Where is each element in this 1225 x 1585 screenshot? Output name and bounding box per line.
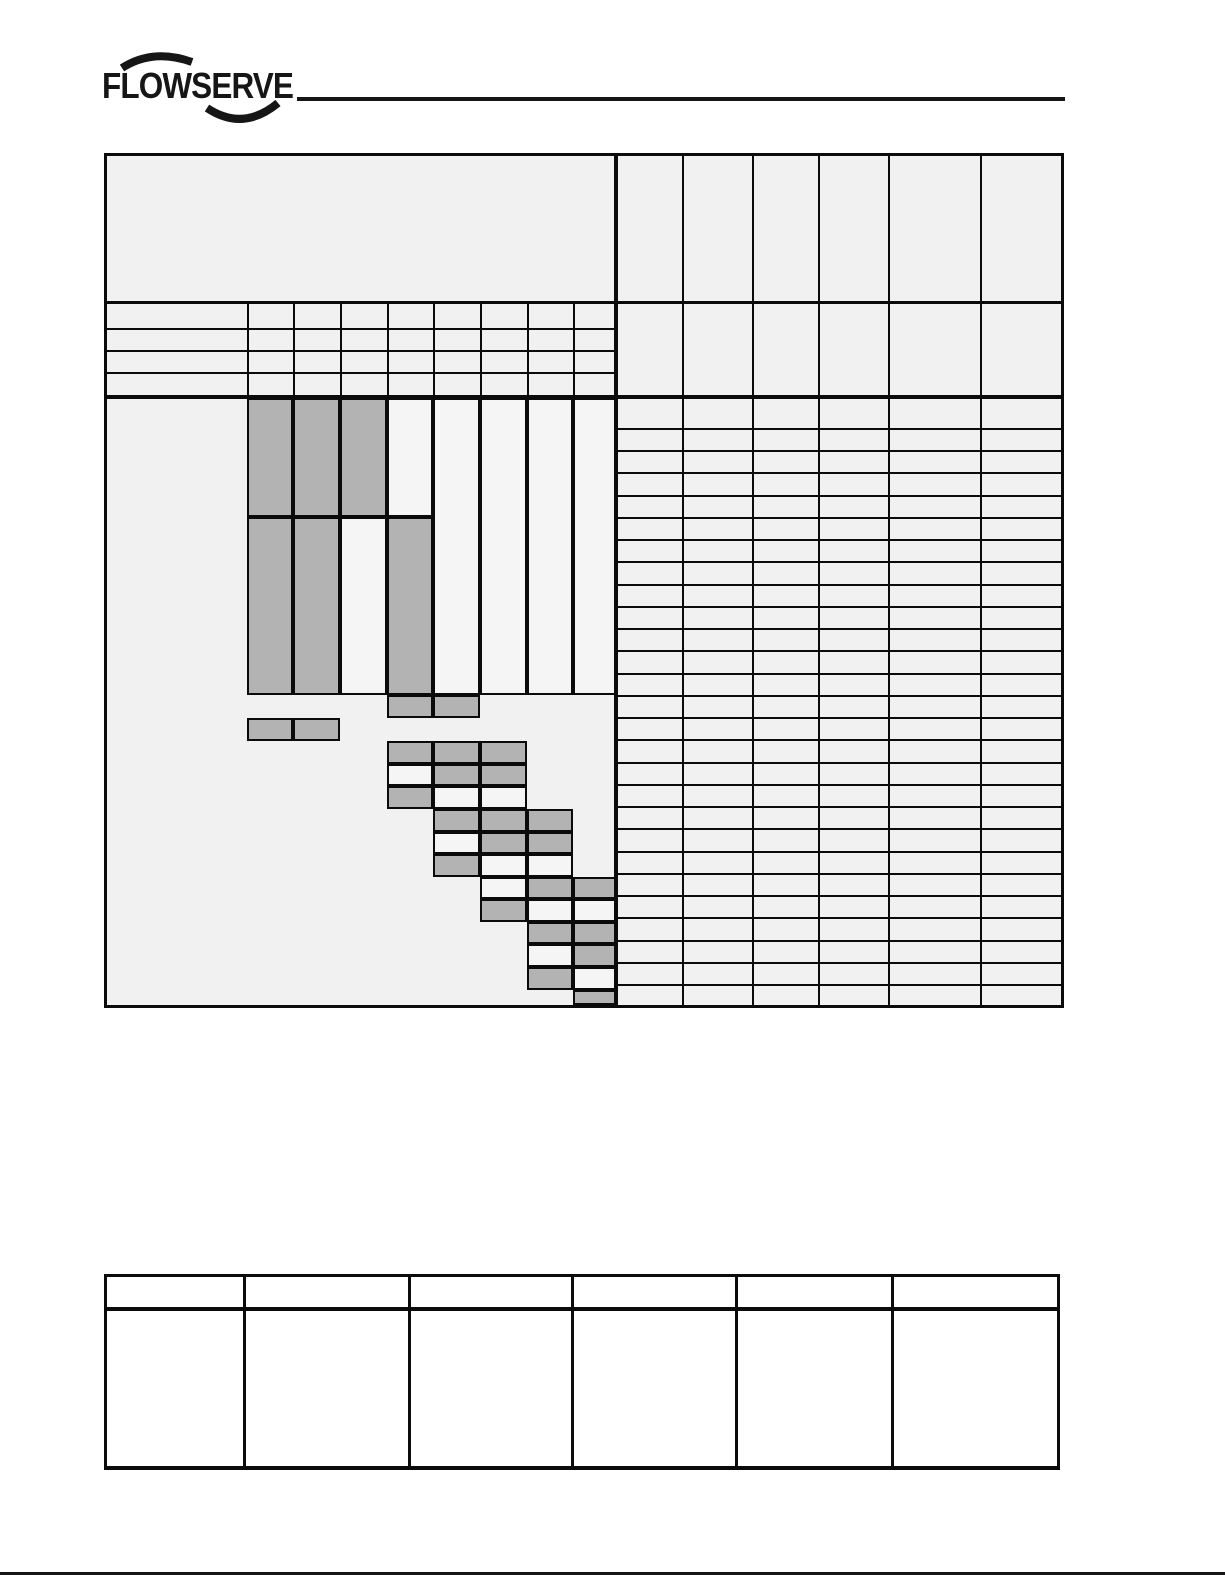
body-row-line bbox=[614, 628, 1061, 630]
shaded-cell bbox=[527, 832, 573, 854]
page-footer-rule bbox=[0, 1572, 1225, 1575]
body-row-line bbox=[614, 851, 1061, 853]
shaded-cell bbox=[480, 832, 527, 854]
unshaded-cell bbox=[480, 877, 527, 899]
right-column-line bbox=[818, 156, 820, 1005]
shaded-cell bbox=[433, 809, 480, 832]
body-row-line bbox=[614, 561, 1061, 563]
flowserve-logo: FLOWSERVE bbox=[102, 52, 294, 123]
body-row-line bbox=[614, 984, 1061, 986]
body-row-line bbox=[614, 806, 1061, 808]
unshaded-cell bbox=[433, 832, 480, 854]
body-row-line bbox=[614, 717, 1061, 719]
shaded-cell bbox=[387, 517, 433, 695]
unshaded-cell bbox=[387, 764, 433, 786]
shaded-cell bbox=[340, 398, 387, 517]
body-row-line bbox=[614, 517, 1061, 519]
body-row-line bbox=[614, 495, 1061, 497]
shaded-cell bbox=[433, 764, 480, 786]
selection-table bbox=[104, 153, 1064, 1008]
bottom-table-column-line bbox=[571, 1277, 574, 1466]
logo-lower-swoosh bbox=[204, 99, 281, 123]
shaded-cell bbox=[387, 741, 433, 764]
shaded-cell bbox=[433, 741, 480, 764]
body-row-line bbox=[614, 472, 1061, 474]
body-row-line bbox=[614, 650, 1061, 652]
bottom-table-column-line bbox=[243, 1277, 246, 1466]
shaded-cell bbox=[573, 922, 616, 944]
body-row-line bbox=[614, 673, 1061, 675]
unshaded-cell bbox=[340, 517, 387, 695]
bottom-table-column-line bbox=[891, 1277, 894, 1466]
body-row-line bbox=[614, 450, 1061, 452]
shaded-cell bbox=[527, 877, 573, 899]
unshaded-cell bbox=[433, 398, 480, 695]
logo-upper-swoosh bbox=[119, 52, 194, 72]
shaded-cell bbox=[527, 967, 573, 990]
body-row-line bbox=[614, 828, 1061, 830]
unshaded-cell bbox=[480, 786, 527, 809]
body-divider-line bbox=[107, 395, 1061, 399]
body-row-line bbox=[614, 584, 1061, 586]
shaded-cell bbox=[293, 718, 340, 741]
subheader-row-line bbox=[107, 350, 618, 352]
shaded-cell bbox=[247, 718, 293, 741]
subheader-row-line bbox=[107, 328, 618, 330]
body-row-line bbox=[614, 940, 1061, 942]
unshaded-cell bbox=[480, 398, 527, 695]
shaded-cell bbox=[480, 764, 527, 786]
header-divider-line bbox=[107, 301, 1061, 304]
unshaded-cell bbox=[387, 398, 433, 517]
main-vertical-divider bbox=[614, 156, 618, 1005]
body-row-line bbox=[614, 895, 1061, 897]
right-column-line bbox=[980, 156, 982, 1005]
bottom-table bbox=[104, 1274, 1060, 1470]
bottom-table-header-divider bbox=[107, 1307, 1057, 1311]
shaded-cell bbox=[433, 854, 480, 877]
body-row-line bbox=[614, 762, 1061, 764]
shaded-cell bbox=[573, 877, 616, 899]
shaded-cell bbox=[387, 695, 433, 718]
shaded-cell bbox=[387, 786, 433, 809]
right-column-line bbox=[752, 156, 754, 1005]
shaded-cell bbox=[527, 809, 573, 832]
shaded-cell bbox=[247, 517, 293, 695]
right-column-line bbox=[682, 156, 684, 1005]
logo-wordmark: FLOWSERVE bbox=[102, 65, 293, 106]
unshaded-cell bbox=[527, 944, 573, 967]
body-row-line bbox=[614, 873, 1061, 875]
unshaded-cell bbox=[573, 398, 616, 695]
body-row-line bbox=[614, 539, 1061, 541]
shaded-cell bbox=[527, 922, 573, 944]
logo-underline-rule bbox=[297, 97, 1065, 101]
shaded-cell bbox=[573, 990, 616, 1005]
shaded-cell bbox=[293, 517, 340, 695]
unshaded-cell bbox=[433, 786, 480, 809]
unshaded-cell bbox=[573, 899, 616, 922]
shaded-cell bbox=[480, 809, 527, 832]
body-row-line bbox=[614, 739, 1061, 741]
bottom-table-column-line bbox=[735, 1277, 738, 1466]
body-row-line bbox=[614, 784, 1061, 786]
shaded-cell bbox=[480, 741, 527, 764]
shaded-cell bbox=[573, 944, 616, 967]
subheader-row-line bbox=[107, 372, 618, 374]
body-row-line bbox=[614, 606, 1061, 608]
right-column-line bbox=[888, 156, 890, 1005]
body-row-line bbox=[614, 962, 1061, 964]
unshaded-cell bbox=[527, 854, 573, 877]
unshaded-cell bbox=[480, 854, 527, 877]
shaded-cell bbox=[480, 899, 527, 922]
body-row-line bbox=[614, 428, 1061, 430]
body-row-line bbox=[614, 917, 1061, 919]
body-row-line bbox=[614, 695, 1061, 697]
unshaded-cell bbox=[527, 899, 573, 922]
unshaded-cell bbox=[527, 398, 573, 695]
bottom-table-column-line bbox=[408, 1277, 411, 1466]
shaded-cell bbox=[247, 398, 293, 517]
shaded-cell bbox=[293, 398, 340, 517]
shaded-cell bbox=[433, 695, 480, 718]
unshaded-cell bbox=[573, 967, 616, 990]
